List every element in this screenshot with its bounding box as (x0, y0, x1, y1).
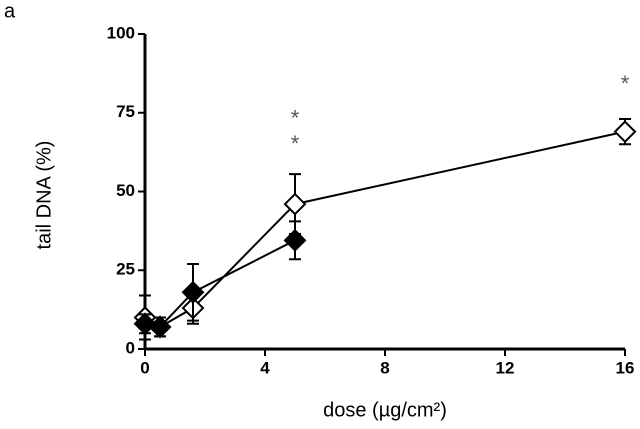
x-tick-label: 4 (260, 358, 270, 377)
marker (133, 312, 157, 336)
marker (181, 280, 205, 304)
y-tick-label: 0 (126, 338, 135, 357)
annotation: * (291, 106, 300, 131)
panel-label: a (4, 0, 16, 22)
series-line (144, 239, 296, 329)
y-axis-label: tail DNA (%) (33, 141, 55, 250)
y-tick-label: 75 (116, 102, 135, 121)
marker (283, 228, 307, 252)
annotation: * (291, 131, 300, 156)
y-tick-label: 50 (116, 181, 135, 200)
y-tick-label: 100 (107, 23, 135, 42)
x-axis-label: dose (µg/cm²) (323, 399, 447, 421)
series-line (144, 130, 626, 329)
marker (613, 120, 637, 144)
x-tick-label: 8 (380, 358, 389, 377)
y-tick-label: 25 (116, 260, 135, 279)
x-tick-label: 12 (496, 358, 515, 377)
marker (283, 192, 307, 216)
annotation: * (621, 71, 630, 96)
x-tick-label: 16 (616, 358, 635, 377)
x-tick-label: 0 (140, 358, 149, 377)
marker (148, 315, 172, 339)
